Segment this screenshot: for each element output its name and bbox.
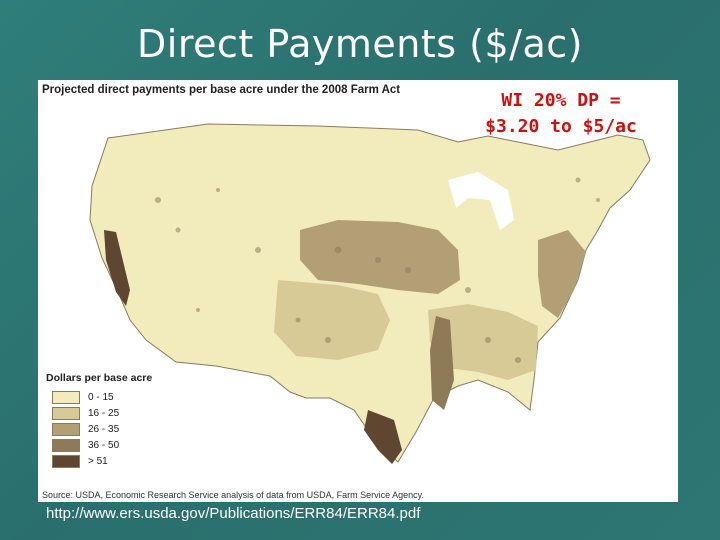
legend-label: 0 - 15 bbox=[88, 391, 114, 403]
legend-item: 36 - 50 bbox=[46, 438, 166, 452]
slide-title: Direct Payments ($/ac) bbox=[137, 22, 583, 66]
legend-swatch bbox=[52, 390, 80, 404]
us-choropleth-map bbox=[89, 123, 651, 464]
region-atlantic bbox=[538, 230, 586, 318]
legend-item: 16 - 25 bbox=[46, 406, 166, 420]
source-url[interactable]: http://www.ers.usda.gov/Publications/ERR… bbox=[46, 505, 421, 522]
legend-title: Dollars per base acre bbox=[46, 372, 153, 384]
region-corn-belt bbox=[300, 220, 460, 294]
legend-swatch bbox=[52, 454, 80, 468]
map-panel: Projected direct payments per base acre … bbox=[38, 80, 678, 502]
county-texture bbox=[155, 177, 600, 363]
legend-label: 26 - 35 bbox=[88, 423, 120, 435]
legend-item: 26 - 35 bbox=[46, 422, 166, 436]
region-central-valley bbox=[104, 230, 130, 306]
legend-label: > 51 bbox=[88, 455, 108, 467]
source-note: Source: USDA, Economic Research Service … bbox=[42, 490, 424, 500]
legend-label: 16 - 25 bbox=[88, 407, 120, 419]
map-header: Projected direct payments per base acre … bbox=[42, 84, 401, 96]
legend-item: 0 - 15 bbox=[46, 390, 166, 404]
legend-swatch bbox=[52, 422, 80, 436]
legend-swatch bbox=[52, 406, 80, 420]
legend-label: 36 - 50 bbox=[88, 439, 120, 451]
legend-item: > 51 bbox=[46, 454, 166, 468]
callout-line-1: WI 20% DP = bbox=[501, 90, 621, 111]
callout-line-2: $3.20 to $5/ac bbox=[485, 116, 637, 137]
region-southeast bbox=[428, 304, 538, 380]
region-gulf-coast bbox=[364, 410, 402, 464]
great-lakes bbox=[448, 172, 514, 230]
callout-text: WI 20% DP = $3.20 to $5/ac bbox=[450, 88, 672, 140]
legend-swatch bbox=[52, 438, 80, 452]
region-delta bbox=[430, 316, 454, 410]
legend: Dollars per base acre 0 - 15 16 - 25 26 … bbox=[46, 372, 166, 470]
region-plains bbox=[274, 280, 390, 360]
